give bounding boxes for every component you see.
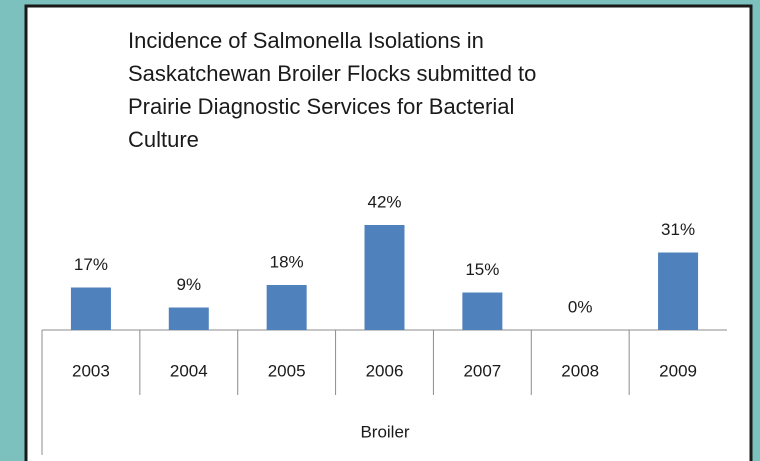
x-tick-label: 2006 xyxy=(366,361,404,380)
x-tick-label: 2004 xyxy=(170,361,208,380)
bar xyxy=(168,307,209,330)
x-tick-label: 2008 xyxy=(561,361,599,380)
bar xyxy=(462,292,503,330)
data-label: 18% xyxy=(270,252,304,271)
chart-title: Saskatchewan Broiler Flocks submitted to xyxy=(128,61,536,86)
chart-title: Incidence of Salmonella Isolations in xyxy=(128,28,484,53)
bar xyxy=(364,225,405,330)
bar xyxy=(70,287,111,330)
data-label: 42% xyxy=(367,192,401,211)
data-label: 15% xyxy=(465,260,499,279)
x-tick-label: 2005 xyxy=(268,361,306,380)
chart-title: Prairie Diagnostic Services for Bacteria… xyxy=(128,94,514,119)
bar xyxy=(266,285,307,330)
data-label: 9% xyxy=(176,275,201,294)
x-tick-label: 2003 xyxy=(72,361,110,380)
group-label: Broiler xyxy=(360,422,409,441)
bar xyxy=(658,252,699,330)
data-label: 17% xyxy=(74,255,108,274)
data-label: 0% xyxy=(568,297,593,316)
data-label: 31% xyxy=(661,220,695,239)
chart-title: Culture xyxy=(128,127,199,152)
x-tick-label: 2009 xyxy=(659,361,697,380)
x-tick-label: 2007 xyxy=(463,361,501,380)
